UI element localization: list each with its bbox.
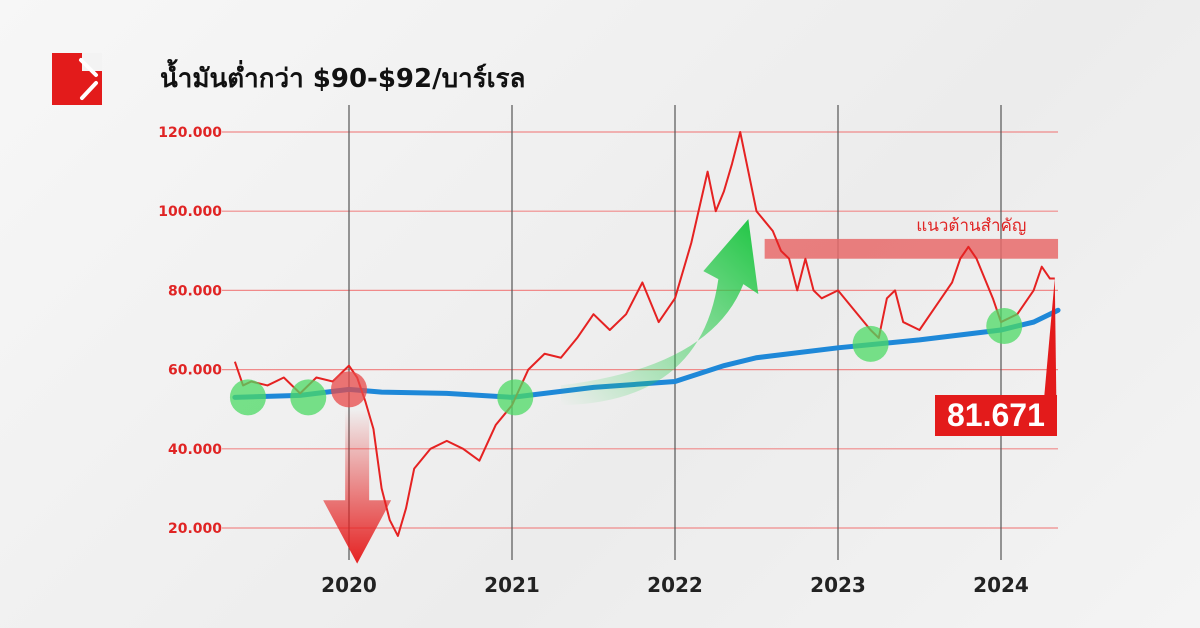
- x-tick-label: 2023: [810, 573, 866, 597]
- support-marker: [229, 379, 266, 416]
- y-tick-label: 20.000: [168, 521, 222, 537]
- support-marker: [852, 325, 889, 362]
- down-arrow: [323, 409, 392, 564]
- resistance-zone: [764, 238, 1059, 259]
- support-marker: [290, 379, 327, 416]
- chart-title: น้ำมันต่ำกว่า $90-$92/บาร์เรล: [160, 64, 526, 94]
- up-arrow: [560, 219, 759, 406]
- y-tick-label: 80.000: [168, 283, 222, 299]
- y-tick-label: 60.000: [168, 363, 222, 379]
- x-tick-label: 2022: [647, 573, 703, 597]
- support-marker: [497, 379, 534, 416]
- resistance-label: แนวต้านสำคัญ: [916, 216, 1026, 236]
- y-tick-label: 40.000: [168, 442, 222, 458]
- support-marker: [986, 308, 1023, 345]
- y-tick-label: 120.000: [158, 125, 222, 141]
- breakdown-marker: [331, 371, 367, 408]
- y-tick-label: 100.000: [158, 204, 222, 220]
- x-tick-label: 2020: [321, 573, 377, 597]
- brand-logo: [52, 53, 102, 105]
- x-tick-label: 2024: [973, 573, 1029, 597]
- last-value-label: 81.671: [935, 395, 1057, 436]
- price-line: [233, 131, 1055, 537]
- x-tick-label: 2021: [484, 573, 540, 597]
